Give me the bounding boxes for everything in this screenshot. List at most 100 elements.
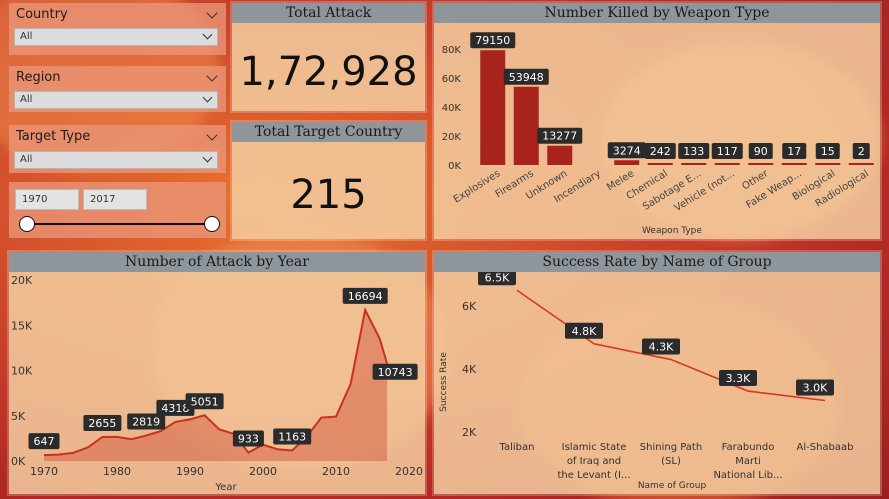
group-xtick: (SL) — [661, 456, 681, 467]
year-line — [43, 306, 389, 457]
weapon-data-label: 90 — [754, 145, 768, 158]
group-data-label: 6.5K — [485, 272, 510, 284]
group-data-label: 3.0K — [803, 382, 828, 395]
group-data-label-bg — [719, 370, 757, 387]
weapon-chart-panel: Number Killed by Weapon Type 0K 20K 40K 60K… — [434, 3, 880, 239]
weapon-data-label: 79150 — [475, 34, 510, 47]
group-xtick: the Levant (I... — [557, 470, 630, 481]
chevron-down-icon[interactable] — [202, 92, 213, 103]
group-xtick: National Lib... — [713, 470, 782, 481]
weapon-data-label-bg — [644, 143, 676, 159]
weapon-data-label: 117 — [717, 145, 738, 158]
chevron-down-icon[interactable] — [202, 152, 213, 163]
weapon-ytick: 60K — [442, 74, 462, 85]
group-data-label-bg — [796, 379, 834, 396]
weapon-data-label-bg — [782, 143, 807, 159]
target-type-dropdown[interactable]: All — [14, 151, 218, 169]
weapon-data-label-bg — [678, 143, 710, 159]
weapon-bar — [480, 50, 506, 165]
year-data-label-bg — [273, 428, 312, 445]
weapon-bar — [815, 163, 841, 165]
weapon-data-label: 15 — [821, 145, 835, 158]
region-slicer-label: Region — [16, 70, 61, 85]
total-attack-card: Total Attack 1,72,928 — [232, 3, 425, 111]
year-range-start-handle[interactable] — [19, 216, 35, 232]
weapon-data-label-bg — [503, 68, 549, 85]
weapon-ytick: 20K — [442, 132, 462, 143]
year-ytick: 5K — [11, 410, 26, 423]
group-ytick: 6K — [462, 300, 477, 313]
weapon-data-label-bg — [815, 143, 840, 159]
group-chart-panel: Success Rate by Name of Group 2K 4K 6K Succ… — [434, 252, 880, 494]
year-ytick: 15K — [11, 319, 33, 332]
target-type-dropdown-value: All — [20, 154, 33, 165]
weapon-chart-title: Number Killed by Weapon Type — [434, 3, 880, 23]
year-xtick: 1970 — [30, 465, 58, 478]
country-dropdown[interactable]: All — [14, 28, 218, 46]
region-slicer[interactable]: Region All — [9, 66, 226, 112]
year-area — [44, 309, 388, 461]
chevron-down-icon[interactable] — [206, 129, 218, 141]
weapon-data-label: 17 — [787, 145, 801, 158]
year-xtick: 1990 — [176, 465, 204, 478]
country-slicer[interactable]: Country All — [9, 3, 226, 55]
weapon-data-label-bg — [470, 32, 516, 49]
year-xtick: 1980 — [103, 465, 131, 478]
weapon-data-label: 2 — [858, 145, 865, 158]
group-xtick: Marti — [735, 456, 761, 467]
weapon-data-label-bg — [711, 143, 743, 159]
chevron-down-icon[interactable] — [202, 29, 213, 40]
group-data-label: 4.8K — [572, 325, 597, 338]
chevron-down-icon[interactable] — [206, 70, 218, 82]
group-xlabel: Name of Group — [638, 481, 707, 491]
year-data-label-bg — [156, 399, 195, 416]
region-dropdown[interactable]: All — [14, 91, 218, 109]
year-data-label-bg — [232, 430, 264, 447]
group-ylabel: Success Rate — [439, 352, 449, 412]
weapon-bar — [748, 163, 774, 165]
weapon-bar — [681, 163, 707, 165]
year-data-label: 1163 — [278, 430, 306, 443]
year-data-label-bg — [28, 433, 60, 450]
year-end-input[interactable]: 2017 — [83, 189, 147, 210]
weapon-bar — [647, 163, 673, 165]
year-data-label: 933 — [238, 433, 259, 446]
target-type-slicer[interactable]: Target Type All — [9, 125, 226, 173]
country-dropdown-value: All — [20, 31, 33, 42]
weapon-bar — [513, 86, 539, 165]
weapon-xlabel: Weapon Type — [642, 226, 702, 236]
target-type-slicer-label: Target Type — [16, 129, 91, 144]
weapon-bar — [547, 145, 573, 165]
year-ytick: 0K — [11, 455, 26, 468]
year-xtick: 2010 — [322, 465, 350, 478]
group-chart-title: Success Rate by Name of Group — [434, 252, 880, 272]
group-data-label-bg — [565, 322, 603, 339]
weapon-bar — [848, 163, 874, 165]
group-xtick: Farabundo — [722, 442, 775, 453]
year-range-end-handle[interactable] — [204, 216, 220, 232]
weapon-data-label: 3274 — [613, 144, 641, 157]
year-range-track[interactable] — [27, 223, 211, 225]
weapon-data-label: 242 — [650, 145, 671, 158]
weapon-data-label: 133 — [683, 145, 704, 158]
weapon-data-label-bg — [852, 143, 870, 159]
group-data-label: 4.3K — [649, 341, 674, 354]
weapon-ytick: 80K — [442, 45, 462, 56]
weapon-data-label-bg — [537, 127, 583, 144]
year-ytick: 10K — [11, 365, 33, 378]
year-data-label: 647 — [34, 435, 55, 448]
year-data-label-bg — [372, 363, 418, 380]
weapon-xtick: Explosives — [452, 168, 503, 205]
year-xtick: 2020 — [395, 465, 423, 478]
weapon-data-label-bg — [748, 143, 773, 159]
weapon-bar — [614, 160, 640, 165]
country-slicer-label: Country — [16, 7, 68, 22]
group-xtick: Taliban — [499, 442, 535, 453]
group-data-label: 3.3K — [726, 372, 751, 385]
year-data-label: 16694 — [348, 290, 383, 303]
chevron-down-icon[interactable] — [206, 7, 218, 19]
year-range-slicer[interactable]: 1970 2017 — [9, 182, 226, 238]
year-start-input[interactable]: 1970 — [15, 189, 79, 210]
year-xlabel: Year — [214, 482, 237, 493]
year-data-label-bg — [185, 393, 224, 410]
